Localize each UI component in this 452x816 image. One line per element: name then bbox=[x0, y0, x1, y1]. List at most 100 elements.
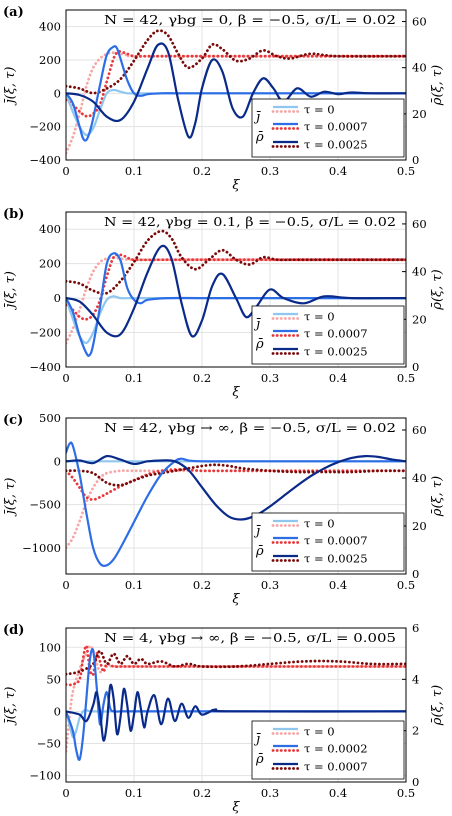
y-axis-label-left: j̄(ξ, τ) bbox=[3, 67, 18, 107]
panel-b: 0 0.1 0.2 0.3 0.4 0.5 −400 −200 0 200 400 0 20 40 60 (b… bbox=[3, 207, 445, 400]
legend-entry: τ = 0 bbox=[304, 310, 335, 324]
y-tick-label-right: 2 bbox=[412, 724, 419, 738]
x-tick-label: 0.1 bbox=[125, 578, 143, 592]
legend-entry: τ = 0 bbox=[304, 725, 335, 739]
y-tick-label-right: 20 bbox=[412, 107, 427, 121]
legend-entry: τ = 0.0025 bbox=[304, 138, 368, 152]
parameter-annotation: N = 42, γbg = 0.1, β = −0.5, σ/L = 0.02 bbox=[104, 214, 396, 229]
x-tick-label: 0.5 bbox=[397, 371, 415, 385]
series-line-rho-5 bbox=[66, 649, 406, 676]
y-tick-label-right: 40 bbox=[412, 471, 427, 485]
legend: τ = 0 τ = 0.0007 τ = 0.0025 j̄ ρ̄ bbox=[251, 512, 405, 572]
parameter-annotation: N = 42, γbg = 0, β = −0.5, σ/L = 0.02 bbox=[104, 12, 396, 27]
series-line-rho-5 bbox=[66, 29, 406, 95]
x-tick-label: 0.4 bbox=[329, 371, 347, 385]
y-tick-label-right: 40 bbox=[412, 61, 427, 75]
series-line-j-2 bbox=[66, 244, 406, 338]
legend-row-label-j: j̄ bbox=[253, 317, 262, 332]
x-tick-label: 0.5 bbox=[397, 786, 415, 800]
legend-entry: τ = 0.0007 bbox=[304, 120, 368, 134]
y-tick-label-right: 0 bbox=[412, 360, 419, 374]
y-axis-label-right: ρ̄(ξ, τ) bbox=[430, 65, 445, 106]
x-axis-label: ξ bbox=[232, 800, 240, 815]
x-tick-label: 0.3 bbox=[261, 164, 279, 178]
x-tick-label: 0.4 bbox=[329, 786, 347, 800]
axes-frame bbox=[65, 211, 407, 368]
y-tick-label-left: −500 bbox=[29, 498, 61, 512]
series-line-rho-5 bbox=[66, 463, 406, 487]
series-line-j-1 bbox=[66, 647, 406, 762]
legend-entry: τ = 0.0007 bbox=[304, 760, 368, 774]
y-tick-label-right: 20 bbox=[412, 312, 427, 326]
y-tick-label-left: 400 bbox=[39, 222, 61, 236]
legend-row-label-rho: ρ̄ bbox=[255, 544, 264, 559]
x-tick-label: 0.2 bbox=[193, 371, 211, 385]
y-axis-label-right: ρ̄(ξ, τ) bbox=[430, 685, 445, 726]
y-tick-label-right: 20 bbox=[412, 519, 427, 533]
legend-entry: τ = 0.0025 bbox=[304, 345, 368, 359]
y-tick-label-right: 4 bbox=[412, 672, 419, 686]
y-tick-label-left: 500 bbox=[39, 411, 61, 425]
y-tick-label-left: −50 bbox=[37, 737, 61, 751]
legend-entry: τ = 0.0025 bbox=[304, 552, 368, 566]
series-line-rho-3 bbox=[66, 469, 406, 549]
series-line-j-2 bbox=[66, 454, 406, 521]
panel-label: (d) bbox=[3, 623, 24, 638]
x-tick-label: 0.1 bbox=[125, 371, 143, 385]
y-tick-label-left: 200 bbox=[39, 257, 61, 271]
legend-row-label-rho: ρ̄ bbox=[255, 130, 264, 145]
series-line-j-1 bbox=[66, 441, 406, 567]
y-tick-label-left: −100 bbox=[29, 769, 61, 783]
y-axis-label-left: j̄(ξ, τ) bbox=[3, 271, 18, 311]
x-axis-label: ξ bbox=[232, 592, 240, 607]
x-tick-label: 0.2 bbox=[193, 164, 211, 178]
legend-row-label-rho: ρ̄ bbox=[255, 752, 264, 767]
series-line-j-1 bbox=[66, 252, 406, 357]
y-tick-label-left: −200 bbox=[29, 120, 61, 134]
y-tick-label-left: 400 bbox=[39, 20, 61, 34]
y-tick-label-right: 6 bbox=[412, 621, 419, 635]
y-tick-label-right: 0 bbox=[412, 775, 419, 789]
y-axis-label-left: j̄(ξ, τ) bbox=[3, 687, 18, 727]
y-axis-label-right: ρ̄(ξ, τ) bbox=[430, 476, 445, 517]
y-tick-label-right: 60 bbox=[412, 217, 427, 231]
x-tick-label: 0.5 bbox=[397, 164, 415, 178]
y-tick-label-right: 0 bbox=[412, 567, 419, 581]
legend-row-label-j: j̄ bbox=[253, 524, 262, 539]
x-tick-label: 0.3 bbox=[261, 371, 279, 385]
series-group bbox=[66, 644, 406, 762]
legend-entry: τ = 0 bbox=[304, 517, 335, 531]
parameter-annotation: N = 4, γbg → ∞, β = −0.5, σ/L = 0.005 bbox=[104, 630, 396, 645]
y-tick-label-right: 40 bbox=[412, 265, 427, 279]
x-tick-label: 0.4 bbox=[329, 164, 347, 178]
x-tick-label: 0.5 bbox=[397, 578, 415, 592]
y-tick-label-left: 0 bbox=[54, 454, 61, 468]
panel-a: 0 0.1 0.2 0.3 0.4 0.5 −400 −200 0 200 400 0 20 40 60 (a… bbox=[3, 5, 445, 193]
x-tick-label: 0.2 bbox=[193, 578, 211, 592]
series-line-rho-5 bbox=[66, 229, 406, 296]
series-line-rho-4 bbox=[66, 468, 406, 501]
legend-entry: τ = 0 bbox=[304, 103, 335, 117]
x-tick-label: 0.1 bbox=[125, 786, 143, 800]
series-line-rho-3 bbox=[66, 644, 406, 753]
parameter-annotation: N = 42, γbg → ∞, β = −0.5, σ/L = 0.02 bbox=[104, 420, 396, 435]
y-tick-label-left: −1000 bbox=[22, 541, 61, 555]
axes-frame bbox=[65, 417, 407, 575]
y-tick-label-right: 0 bbox=[412, 153, 419, 167]
series-group bbox=[66, 29, 406, 155]
y-tick-label-left: 50 bbox=[46, 672, 61, 686]
y-axis-label-right: ρ̄(ξ, τ) bbox=[430, 269, 445, 310]
legend-row-label-rho: ρ̄ bbox=[255, 337, 264, 352]
panel-label: (b) bbox=[3, 207, 24, 222]
legend: τ = 0 τ = 0.0007 τ = 0.0025 j̄ ρ̄ bbox=[251, 98, 405, 158]
series-line-j-2 bbox=[66, 42, 406, 139]
panel-c: 0 0.1 0.2 0.3 0.4 0.5 −1000 −500 0 500 0 20 40 60 (c) N… bbox=[3, 411, 445, 607]
y-tick-label-right: 60 bbox=[412, 15, 427, 29]
x-axis-label: ξ bbox=[232, 385, 240, 400]
y-tick-label-left: −400 bbox=[29, 153, 61, 167]
x-tick-label: 0.4 bbox=[329, 578, 347, 592]
y-axis-label-left: j̄(ξ, τ) bbox=[3, 478, 18, 518]
series-group bbox=[66, 229, 406, 357]
y-tick-label-right: 60 bbox=[412, 423, 427, 437]
